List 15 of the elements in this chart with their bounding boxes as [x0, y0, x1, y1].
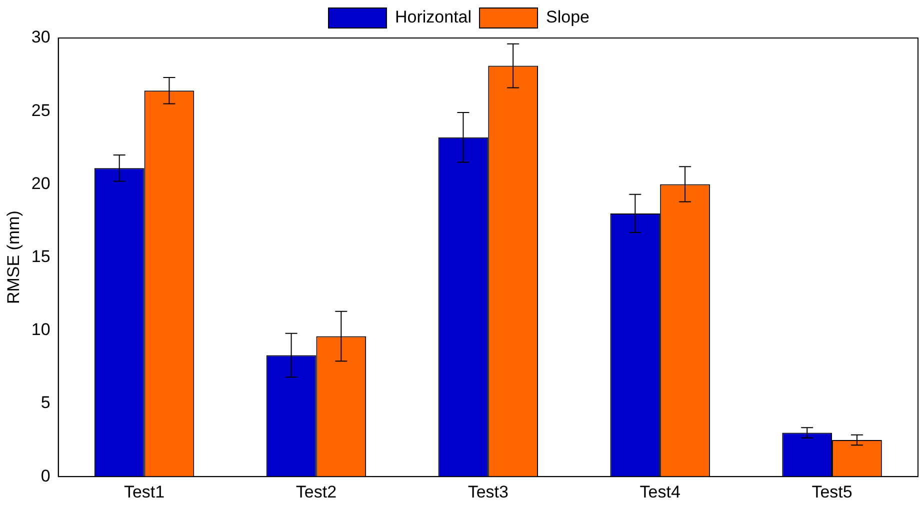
y-tick-label: 30 — [31, 28, 50, 47]
y-axis-title: RMSE (mm) — [4, 210, 23, 304]
x-tick-label: Test5 — [812, 482, 852, 502]
y-tick-label: 15 — [31, 246, 50, 266]
y-tick-label: 25 — [31, 100, 50, 120]
legend-label: Horizontal — [394, 8, 472, 27]
legend-label: Slope — [546, 8, 590, 27]
x-tick-label: Test2 — [296, 482, 337, 502]
x-tick-label: Test1 — [124, 482, 165, 502]
y-tick-label: 10 — [31, 320, 50, 340]
x-tick-label: Test3 — [468, 482, 508, 502]
y-tick-label: 0 — [40, 466, 50, 486]
x-tick-label: Test4 — [640, 482, 680, 502]
y-tick-label: 20 — [31, 174, 50, 193]
y-tick-label: 5 — [40, 393, 50, 412]
